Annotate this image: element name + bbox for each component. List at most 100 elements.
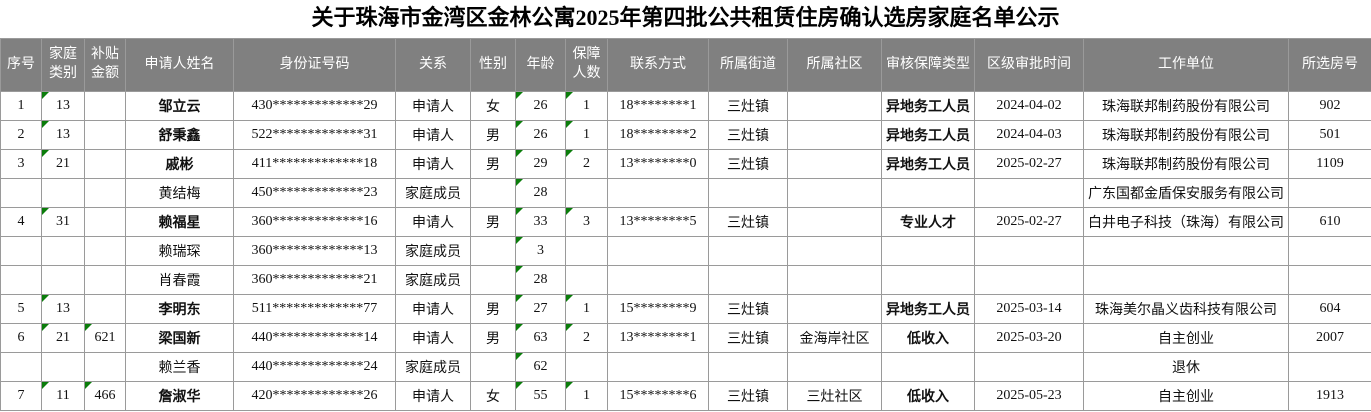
column-header-approval_date: 区级审批时间 bbox=[974, 38, 1084, 92]
cell-approval_date: 2024-04-02 bbox=[974, 91, 1084, 121]
cell-family_type bbox=[41, 236, 85, 266]
cell-gender bbox=[470, 352, 516, 382]
cell-name: 詹淑华 bbox=[125, 381, 234, 411]
cell-phone: 15********9 bbox=[607, 294, 709, 324]
cell-id_number: 430*************29 bbox=[233, 91, 396, 121]
text-number-flag-icon bbox=[566, 208, 573, 215]
cell-street: 三灶镇 bbox=[708, 149, 788, 179]
cell-subsidy bbox=[84, 149, 126, 179]
table-row: 7 11 466 詹淑华 420*************26 申请人女 55 1 15****… bbox=[0, 381, 1371, 411]
page-title: 关于珠海市金湾区金林公寓2025年第四批公共租赁住房确认选房家庭名单公示 bbox=[311, 5, 1060, 30]
text-number-flag-icon bbox=[85, 382, 92, 389]
column-header-relation: 关系 bbox=[395, 38, 471, 92]
cell-room: 1109 bbox=[1288, 149, 1371, 179]
cell-room bbox=[1288, 352, 1371, 382]
cell-relation: 申请人 bbox=[395, 294, 471, 324]
cell-community bbox=[787, 178, 882, 208]
cell-street bbox=[708, 236, 788, 266]
cell-relation: 申请人 bbox=[395, 207, 471, 237]
cell-name: 黄结梅 bbox=[125, 178, 234, 208]
cell-name: 舒秉鑫 bbox=[125, 120, 234, 150]
cell-type: 低收入 bbox=[881, 381, 975, 411]
cell-street: 三灶镇 bbox=[708, 120, 788, 150]
text-number-flag-icon bbox=[42, 121, 49, 128]
table-row: 1 13 邹立云 430*************29 申请人女 26 1 18*******… bbox=[0, 91, 1371, 121]
cell-phone bbox=[607, 236, 709, 266]
text-number-flag-icon bbox=[42, 324, 49, 331]
cell-age: 55 bbox=[515, 381, 566, 411]
cell-members bbox=[565, 178, 608, 208]
text-number-flag-icon bbox=[566, 150, 573, 157]
cell-street: 三灶镇 bbox=[708, 323, 788, 353]
cell-age: 33 bbox=[515, 207, 566, 237]
cell-subsidy bbox=[84, 178, 126, 208]
cell-gender: 男 bbox=[470, 149, 516, 179]
cell-street bbox=[708, 352, 788, 382]
cell-family_type bbox=[41, 178, 85, 208]
cell-community bbox=[787, 294, 882, 324]
cell-approval_date bbox=[974, 178, 1084, 208]
text-number-flag-icon bbox=[516, 121, 523, 128]
cell-gender: 男 bbox=[470, 207, 516, 237]
cell-members: 2 bbox=[565, 149, 608, 179]
cell-type bbox=[881, 352, 975, 382]
cell-subsidy bbox=[84, 294, 126, 324]
cell-subsidy bbox=[84, 265, 126, 295]
table-body: 1 13 邹立云 430*************29 申请人女 26 1 18*******… bbox=[0, 91, 1371, 411]
text-number-flag-icon bbox=[42, 382, 49, 389]
cell-type: 专业人才 bbox=[881, 207, 975, 237]
cell-no bbox=[0, 352, 42, 382]
cell-no: 3 bbox=[0, 149, 42, 179]
cell-street: 三灶镇 bbox=[708, 91, 788, 121]
cell-relation: 申请人 bbox=[395, 91, 471, 121]
cell-family_type bbox=[41, 265, 85, 295]
cell-id_number: 420*************26 bbox=[233, 381, 396, 411]
table-row: 2 13 舒秉鑫 522*************31 申请人男 26 1 18*******… bbox=[0, 120, 1371, 150]
text-number-flag-icon bbox=[516, 237, 523, 244]
column-header-id_number: 身份证号码 bbox=[233, 38, 396, 92]
column-header-gender: 性别 bbox=[470, 38, 516, 92]
cell-employer: 广东国都金盾保安服务有限公司 bbox=[1083, 178, 1289, 208]
table-row: 肖春霞 360*************21 家庭成员 28 bbox=[0, 265, 1371, 295]
cell-no bbox=[0, 178, 42, 208]
cell-street bbox=[708, 178, 788, 208]
cell-relation: 家庭成员 bbox=[395, 265, 471, 295]
cell-family_type: 13 bbox=[41, 294, 85, 324]
cell-age: 29 bbox=[515, 149, 566, 179]
cell-id_number: 360*************16 bbox=[233, 207, 396, 237]
table-row: 5 13 李明东 511*************77 申请人男 27 1 15*******… bbox=[0, 294, 1371, 324]
cell-room: 1913 bbox=[1288, 381, 1371, 411]
cell-members: 1 bbox=[565, 91, 608, 121]
cell-members bbox=[565, 352, 608, 382]
cell-type: 异地务工人员 bbox=[881, 120, 975, 150]
cell-approval_date: 2025-03-20 bbox=[974, 323, 1084, 353]
cell-age: 26 bbox=[515, 120, 566, 150]
cell-gender bbox=[470, 265, 516, 295]
cell-street: 三灶镇 bbox=[708, 381, 788, 411]
cell-employer: 珠海联邦制药股份有限公司 bbox=[1083, 91, 1289, 121]
cell-age: 62 bbox=[515, 352, 566, 382]
cell-id_number: 411*************18 bbox=[233, 149, 396, 179]
cell-family_type: 31 bbox=[41, 207, 85, 237]
text-number-flag-icon bbox=[566, 295, 573, 302]
cell-family_type: 21 bbox=[41, 323, 85, 353]
cell-members bbox=[565, 265, 608, 295]
cell-family_type: 13 bbox=[41, 120, 85, 150]
cell-relation: 申请人 bbox=[395, 381, 471, 411]
cell-subsidy bbox=[84, 207, 126, 237]
column-header-phone: 联系方式 bbox=[607, 38, 709, 92]
cell-approval_date: 2025-03-14 bbox=[974, 294, 1084, 324]
cell-family_type: 21 bbox=[41, 149, 85, 179]
cell-phone: 13********0 bbox=[607, 149, 709, 179]
text-number-flag-icon bbox=[516, 208, 523, 215]
text-number-flag-icon bbox=[516, 150, 523, 157]
cell-no: 2 bbox=[0, 120, 42, 150]
column-header-members: 保障人数 bbox=[565, 38, 608, 92]
cell-gender bbox=[470, 236, 516, 266]
cell-room bbox=[1288, 236, 1371, 266]
cell-room bbox=[1288, 178, 1371, 208]
cell-age: 28 bbox=[515, 265, 566, 295]
cell-members: 3 bbox=[565, 207, 608, 237]
cell-employer: 珠海联邦制药股份有限公司 bbox=[1083, 120, 1289, 150]
column-header-age: 年龄 bbox=[515, 38, 566, 92]
